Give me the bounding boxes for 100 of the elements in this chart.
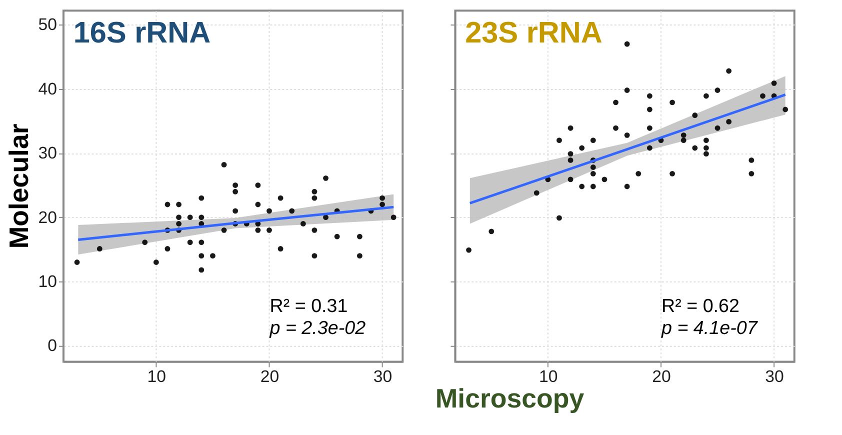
point: [198, 195, 204, 201]
point: [334, 234, 340, 240]
point: [714, 88, 720, 93]
point: [312, 227, 318, 233]
point: [255, 227, 261, 233]
y-tick-label: 30: [38, 144, 58, 163]
point: [703, 93, 709, 99]
point: [646, 93, 652, 99]
point: [670, 170, 676, 176]
point: [142, 240, 148, 246]
point: [771, 80, 777, 86]
x-tick-label: 30: [373, 367, 392, 386]
point: [624, 184, 630, 190]
point: [646, 145, 652, 151]
point: [579, 184, 585, 190]
point: [255, 202, 261, 208]
point: [748, 170, 754, 176]
point: [692, 145, 698, 151]
point: [534, 190, 540, 196]
point: [210, 253, 216, 259]
point: [232, 182, 238, 188]
point: [356, 253, 362, 259]
point: [380, 195, 386, 201]
point: [312, 253, 318, 259]
point: [312, 195, 318, 201]
point: [380, 202, 386, 208]
y-axis-title: Molecular: [4, 123, 34, 249]
point: [153, 260, 159, 265]
point: [164, 202, 170, 208]
point: [646, 125, 652, 131]
point: [579, 145, 585, 151]
point: [278, 246, 284, 252]
point: [602, 176, 608, 182]
y-tick-label: 40: [38, 79, 58, 98]
point: [568, 151, 574, 156]
point: [266, 208, 272, 214]
point: [198, 240, 204, 246]
point: [703, 138, 709, 144]
point: [590, 164, 596, 170]
point: [221, 227, 227, 233]
point: [748, 157, 754, 163]
point: [568, 176, 574, 182]
point: [568, 125, 574, 131]
point: [590, 138, 596, 144]
point: [556, 215, 562, 221]
point: [390, 214, 396, 220]
point: [556, 138, 562, 144]
point: [590, 184, 596, 190]
point: [176, 214, 182, 220]
point: [96, 246, 102, 252]
point: [624, 88, 630, 93]
point: [782, 106, 788, 112]
chart-title: 16S rRNA: [73, 16, 211, 50]
point: [266, 227, 272, 233]
point: [232, 188, 238, 194]
point: [703, 151, 709, 156]
point: [278, 195, 284, 201]
point: [624, 41, 630, 47]
point: [164, 246, 170, 252]
point: [466, 247, 472, 253]
point: [590, 170, 596, 176]
chart-title: 23S rRNA: [465, 16, 602, 50]
point: [692, 112, 698, 118]
point: [568, 157, 574, 163]
point: [624, 132, 630, 138]
point: [646, 106, 652, 112]
point: [176, 221, 182, 226]
point: [636, 170, 642, 176]
point: [488, 228, 494, 234]
point: [187, 240, 193, 246]
point: [323, 214, 328, 220]
point: [187, 214, 193, 220]
point: [74, 260, 80, 265]
point: [323, 175, 328, 181]
x-tick-label: 20: [260, 367, 280, 386]
point: [176, 202, 182, 208]
point: [760, 93, 766, 99]
point: [255, 182, 261, 188]
annotation: p = 2.3e-02: [268, 316, 366, 338]
point: [232, 208, 238, 214]
point: [680, 138, 686, 144]
annotation: p = 4.1e-07: [660, 316, 759, 338]
point: [680, 132, 686, 138]
point: [613, 125, 618, 131]
y-tick-label: 10: [38, 272, 58, 291]
point: [198, 253, 204, 259]
point: [714, 125, 720, 131]
point: [221, 162, 227, 168]
point: [300, 221, 306, 226]
point: [198, 267, 204, 273]
x-tick-label: 20: [652, 367, 671, 386]
y-tick-label: 20: [38, 208, 58, 227]
point: [289, 208, 295, 214]
annotation: R² = 0.31: [270, 295, 348, 316]
point: [613, 100, 618, 106]
point: [726, 68, 732, 74]
x-tick-label: 10: [147, 367, 166, 386]
point: [198, 214, 204, 220]
point: [356, 234, 362, 240]
y-tick-label: 0: [48, 336, 58, 356]
